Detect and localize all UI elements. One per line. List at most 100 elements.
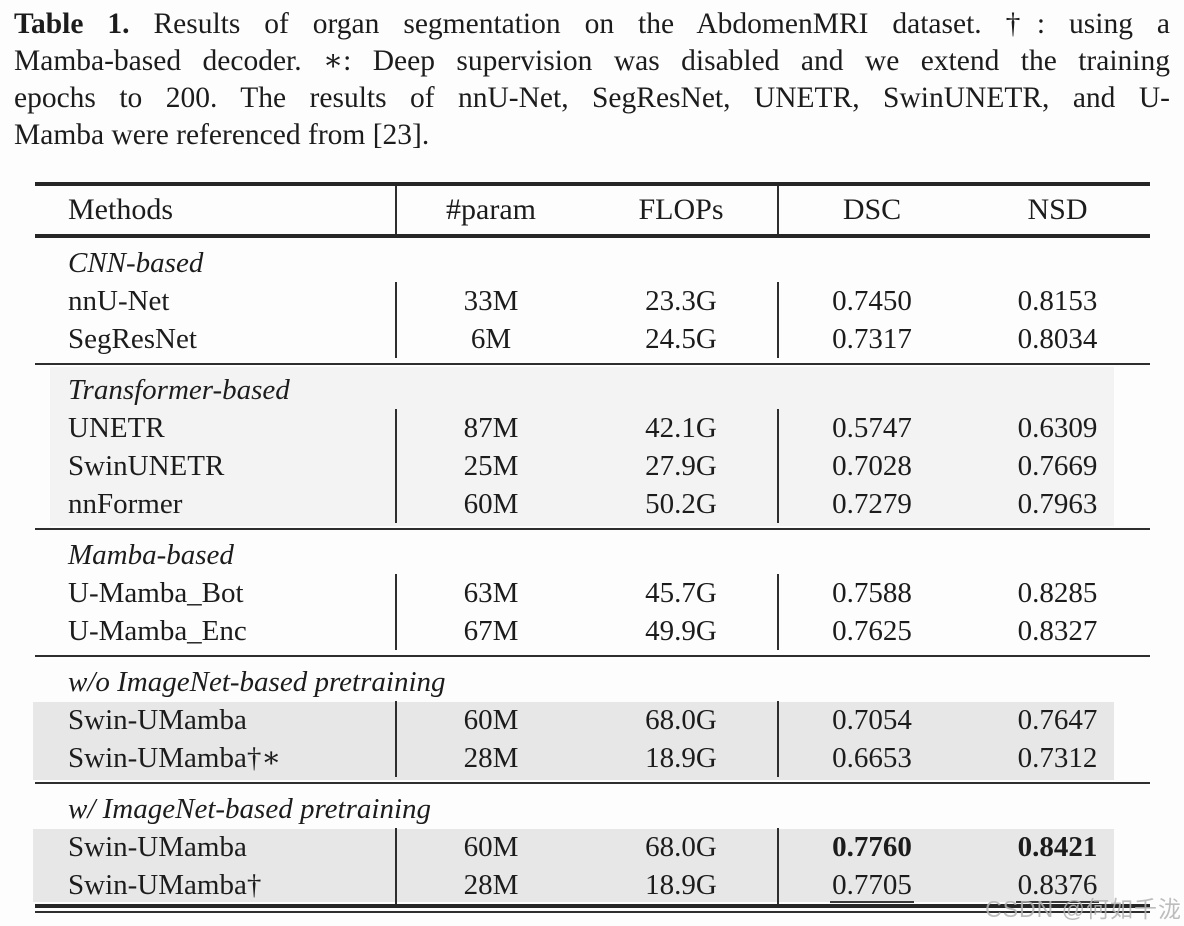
flops-cell: 49.9G [645,615,717,647]
section-separator-rule [35,782,1150,784]
method-cell: U-Mamba_Bot [68,577,244,609]
watermark: CSDN @何如千泷 [985,896,1182,922]
nsd-cell: 0.7647 [1017,704,1098,736]
table-section: w/o ImageNet-based pretraining Swin-UMamb… [33,657,1150,782]
dsc-cell: 0.7625 [777,612,965,650]
flops-cell: 27.9G [645,450,717,482]
table-bottom-rule [35,904,1150,913]
flops-cell: 18.9G [645,742,717,774]
param-cell: 28M [395,739,585,777]
section-rows: Swin-UMamba 60M 68.0G 0.7054 0.7647 Swin-UMam… [35,701,1150,777]
dsc-cell: 0.6653 [777,739,965,777]
section-rows: U-Mamba_Bot 63M 45.7G 0.7588 0.8285 U-Mamba_E… [35,574,1150,650]
table-row: SwinUNETR 25M 27.9G 0.7028 0.7669 [35,447,1150,485]
column-header-nsd: NSD [1027,193,1088,226]
flops-cell: 18.9G [645,869,717,901]
section-header: Transformer-based [68,374,290,406]
method-cell: Swin-UMamba [68,704,247,736]
method-cell: SegResNet [68,323,197,355]
dsc-cell: 0.7760 [777,828,965,866]
dsc-cell: 0.5747 [777,409,965,447]
flops-cell: 45.7G [645,577,717,609]
section-separator-rule [35,363,1150,365]
table-row: Swin-UMamba 60M 68.0G 0.7054 0.7647 [35,701,1150,739]
dsc-cell: 0.7028 [777,447,965,485]
flops-cell: 68.0G [645,704,717,736]
dsc-cell: 0.7317 [777,320,965,358]
table-section: Mamba-based U-Mamba_Bot 63M 45.7G 0.7588 0.82… [35,530,1150,655]
param-cell: 67M [395,612,585,650]
param-cell: 63M [395,574,585,612]
section-separator-rule [35,528,1150,530]
flops-cell: 50.2G [645,488,717,520]
method-cell: Swin-UMamba† [68,869,262,901]
nsd-cell: 0.8153 [1017,285,1098,317]
method-cell: Swin-UMamba†∗ [68,742,282,774]
nsd-cell: 0.8421 [1017,831,1098,863]
method-cell: SwinUNETR [68,450,225,482]
caption-line-4: Mamba were referenced from [23]. [14,119,430,151]
dsc-cell: 0.7705 [777,866,965,904]
table-row: Swin-UMamba 60M 68.0G 0.7760 0.8421 [35,828,1150,866]
method-cell: nnFormer [68,488,183,520]
table-row: Swin-UMamba†∗ 28M 18.9G 0.6653 0.7312 [35,739,1150,777]
param-cell: 60M [395,485,585,523]
param-cell: 33M [395,282,585,320]
param-cell: 25M [395,447,585,485]
table-caption: Table 1. Results of organ segmentation o… [14,6,1170,154]
underlined-value: 0.8376 [1015,869,1100,903]
row-highlight [33,829,1114,902]
underlined-value: 0.7705 [830,869,914,903]
results-table: Methods #param FLOPs DSC NSD CNN-based nn… [33,182,1150,913]
table-row: Swin-UMamba† 28M 18.9G 0.7705 0.8376 [35,866,1150,904]
param-cell: 60M [395,828,585,866]
header-bottom-rule [35,234,1150,238]
caption-line-1: Table 1. Results of organ segmentation o… [14,6,1170,43]
column-header-dsc: DSC [777,186,965,234]
dsc-cell: 0.7588 [777,574,965,612]
param-cell: 6M [395,320,585,358]
table-header-row: Methods #param FLOPs DSC NSD [35,186,1150,234]
dsc-cell: 0.7450 [777,282,965,320]
table-section: Transformer-based UNETR 87M 42.1G 0.5747 0.63… [35,365,1150,528]
caption-text: Results of organ segmentation on the Abd… [153,8,1171,40]
column-header-methods: Methods [68,193,173,226]
flops-cell: 24.5G [645,323,717,355]
table-row: U-Mamba_Enc 67M 49.9G 0.7625 0.8327 [35,612,1150,650]
table-row: SegResNet 6M 24.5G 0.7317 0.8034 [35,320,1150,358]
flops-cell: 68.0G [645,831,717,863]
table-top-rule [35,182,1150,186]
section-header: Mamba-based [68,539,234,571]
dsc-cell: 0.7279 [777,485,965,523]
table-section: CNN-based nnU-Net 33M 23.3G 0.7450 0.8153 SegR… [35,238,1150,363]
param-cell: 87M [395,409,585,447]
nsd-cell: 0.8034 [1017,323,1098,355]
param-cell: 28M [395,866,585,904]
table-section: w/ ImageNet-based pretraining Swin-UMamba… [33,784,1150,904]
nsd-cell: 0.8285 [1017,577,1098,609]
nsd-cell: 0.7963 [1017,488,1098,520]
table-row: nnFormer 60M 50.2G 0.7279 0.7963 [35,485,1150,523]
section-rows: UNETR 87M 42.1G 0.5747 0.6309 SwinUNETR 25M 27.… [35,409,1150,523]
method-cell: UNETR [68,412,165,444]
section-highlight [50,367,1114,526]
row-highlight [33,702,1114,780]
method-cell: Swin-UMamba [68,831,247,863]
caption-line-3: epochs to 200. The results of nnU-Net, S… [14,82,1170,114]
nsd-cell: 0.7312 [1017,742,1098,774]
column-header-param: #param [395,186,585,234]
section-rows: Swin-UMamba 60M 68.0G 0.7760 0.8421 Swin-UMam… [35,828,1150,904]
table-row: U-Mamba_Bot 63M 45.7G 0.7588 0.8285 [35,574,1150,612]
section-separator-rule [35,655,1150,657]
nsd-cell: 0.7669 [1017,450,1098,482]
caption-label: Table 1. [14,8,130,40]
column-header-flops: FLOPs [638,193,724,226]
flops-cell: 42.1G [645,412,717,444]
nsd-cell: 0.6309 [1017,412,1098,444]
dsc-cell: 0.7054 [777,701,965,739]
section-header: w/o ImageNet-based pretraining [68,666,446,698]
table-sections: CNN-based nnU-Net 33M 23.3G 0.7450 0.8153 SegR… [33,238,1150,904]
section-rows: nnU-Net 33M 23.3G 0.7450 0.8153 SegResNet 6M 24… [35,282,1150,358]
caption-line-2: Mamba-based decoder. ∗: Deep supervision… [14,45,1170,77]
nsd-cell: 0.8327 [1017,615,1098,647]
